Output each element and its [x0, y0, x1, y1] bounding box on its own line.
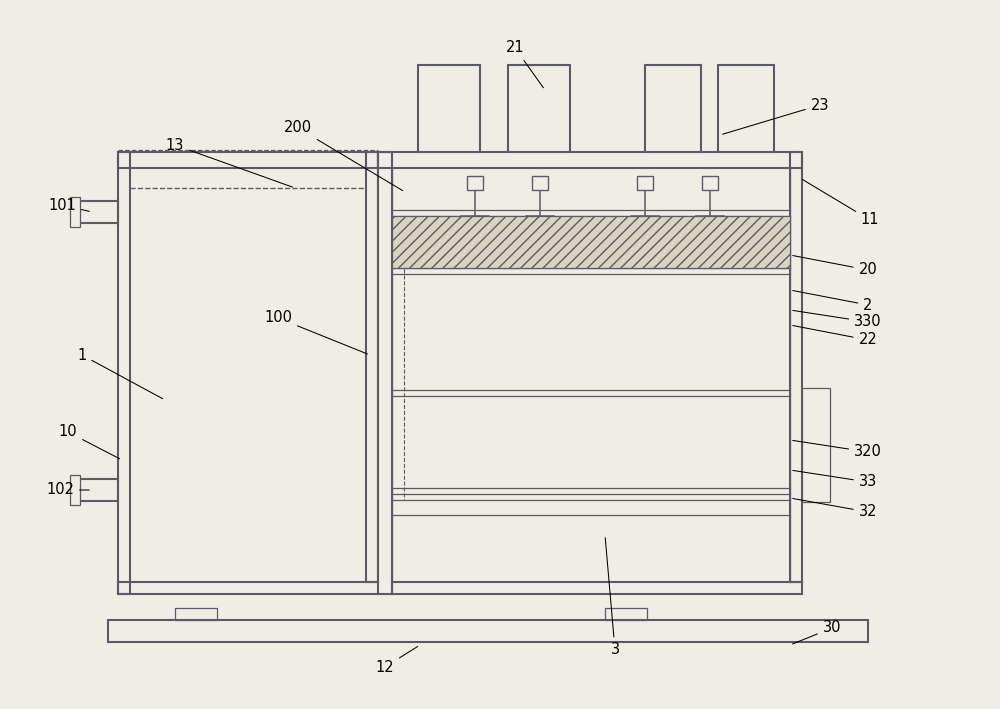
Bar — [645, 65, 701, 152]
Bar — [392, 582, 802, 594]
Text: 101: 101 — [48, 198, 89, 213]
Text: 22: 22 — [793, 325, 877, 347]
Bar — [378, 152, 392, 594]
Bar — [175, 608, 217, 620]
Bar — [702, 176, 718, 190]
Text: 11: 11 — [802, 179, 879, 228]
Text: 100: 100 — [264, 311, 367, 354]
Text: 30: 30 — [793, 620, 841, 644]
Bar — [418, 65, 480, 152]
Bar — [118, 582, 392, 594]
Bar — [118, 152, 378, 168]
Bar — [605, 608, 647, 620]
Text: 330: 330 — [793, 311, 882, 330]
Bar — [790, 152, 802, 582]
Text: 13: 13 — [166, 138, 292, 187]
Text: 21: 21 — [506, 40, 543, 88]
Text: 200: 200 — [284, 121, 403, 191]
Text: 32: 32 — [793, 498, 877, 520]
Bar — [392, 216, 790, 268]
Bar — [118, 152, 130, 594]
Text: 102: 102 — [46, 483, 89, 498]
Bar — [532, 176, 548, 190]
Bar — [508, 65, 570, 152]
Text: 23: 23 — [723, 98, 829, 134]
Bar — [637, 176, 653, 190]
Text: 10: 10 — [59, 425, 120, 459]
Text: 2: 2 — [793, 291, 873, 313]
Bar — [378, 152, 802, 168]
Bar — [366, 152, 378, 582]
Bar — [718, 65, 774, 152]
Bar — [70, 197, 80, 227]
Text: 3: 3 — [605, 537, 620, 657]
Bar — [802, 388, 830, 502]
Bar — [70, 475, 80, 505]
Bar — [467, 176, 483, 190]
Text: 320: 320 — [793, 440, 882, 459]
Bar — [80, 479, 118, 501]
Text: 1: 1 — [77, 347, 163, 398]
Text: 20: 20 — [793, 255, 877, 277]
Text: 12: 12 — [376, 647, 418, 674]
Text: 33: 33 — [793, 471, 877, 489]
Bar — [108, 620, 868, 642]
Bar — [80, 201, 118, 223]
